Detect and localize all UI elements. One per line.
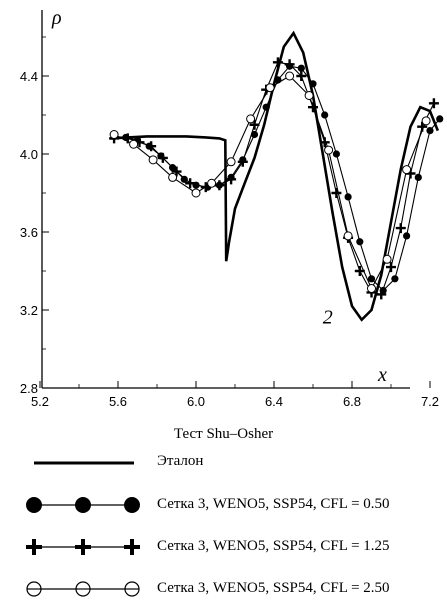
- x-tick-label: 7.2: [421, 394, 439, 409]
- data-point: [109, 130, 119, 139]
- data-point: [414, 173, 422, 181]
- data-point: [321, 111, 329, 119]
- series-line: [110, 30, 440, 322]
- x-tick-label: 6.8: [343, 394, 361, 409]
- data-point: [226, 157, 236, 167]
- data-point: [146, 141, 157, 152]
- x-tick-label: 5.6: [109, 394, 127, 409]
- series-4: [109, 71, 431, 294]
- data-point: [436, 115, 444, 123]
- data-point: [265, 83, 275, 93]
- data-point: [237, 156, 248, 167]
- data-point: [403, 232, 411, 240]
- x-tick-label: 6.4: [265, 394, 283, 409]
- chart-plot: 5.2 5.6 6.0 6.4 6.8 7.2 2.8 3.2 3.6 4.0 4.4 ρ x 2: [20, 7, 444, 409]
- axes: [39, 10, 431, 389]
- x-tick-label: 5.2: [31, 394, 49, 409]
- data-point: [171, 166, 182, 177]
- series-1: [110, 30, 440, 322]
- data-point: [214, 180, 225, 191]
- data-point: [428, 98, 439, 109]
- x-axis-label: x: [377, 364, 387, 386]
- labels: 5.2 5.6 6.0 6.4 6.8 7.2 2.8 3.2 3.6 4.0 4.4 ρ x 2: [20, 7, 439, 409]
- data-point: [157, 152, 168, 163]
- y-tick-label: 2.8: [20, 381, 38, 396]
- data-point: [391, 275, 399, 283]
- curve-annotation: 2: [323, 307, 333, 329]
- data-point: [324, 145, 334, 155]
- legend-item-cfl-050: Сетка 3, WENO5, SSP54, CFL = 0.50: [0, 490, 447, 520]
- data-point: [207, 178, 217, 188]
- data-point: [426, 127, 434, 135]
- legend-label-cfl-125: Сетка 3, WENO5, SSP54, CFL = 1.25: [157, 538, 390, 554]
- data-point: [262, 103, 270, 111]
- y-tick-label: 3.2: [20, 303, 38, 318]
- filled-circle-swatch-icon: [26, 497, 140, 513]
- y-tick-label: 4.4: [20, 69, 38, 84]
- data-point: [246, 114, 256, 124]
- data-point: [395, 223, 406, 234]
- plus-swatch-icon: [26, 539, 140, 555]
- data-point: [304, 91, 314, 100]
- series-group: [109, 30, 444, 322]
- data-point: [249, 119, 260, 130]
- x-tick-label: 6.0: [187, 394, 205, 409]
- open-circle-swatch-icon: [26, 581, 140, 597]
- y-axis-label: ρ: [51, 7, 62, 29]
- data-point: [367, 275, 376, 283]
- data-point: [285, 71, 295, 81]
- data-point: [180, 175, 188, 183]
- data-point: [272, 57, 283, 68]
- data-point: [367, 284, 376, 294]
- legend-label-reference: Эталон: [157, 453, 204, 469]
- data-point: [191, 188, 201, 198]
- data-point: [250, 130, 259, 139]
- legend-label-cfl-250: Сетка 3, WENO5, SSP54, CFL = 2.50: [157, 580, 390, 596]
- series-line: [114, 61, 435, 296]
- data-point: [332, 150, 340, 158]
- series-line: [113, 75, 427, 290]
- data-point: [382, 254, 392, 264]
- data-point: [376, 289, 387, 300]
- legend-label-cfl-050: Сетка 3, WENO5, SSP54, CFL = 0.50: [157, 496, 390, 512]
- thick-line-swatch-icon: [34, 461, 134, 465]
- data-point: [296, 71, 307, 81]
- data-point: [129, 139, 139, 149]
- y-tick-label: 4.0: [20, 147, 38, 162]
- data-point: [185, 178, 196, 189]
- data-point: [344, 193, 352, 201]
- data-point: [356, 238, 364, 246]
- data-point: [402, 165, 412, 175]
- legend-item-reference: Эталон: [0, 448, 447, 478]
- data-point: [331, 188, 342, 198]
- legend-item-cfl-250: Сетка 3, WENO5, SSP54, CFL = 2.50: [0, 574, 447, 604]
- data-point: [343, 231, 353, 241]
- data-point: [421, 116, 431, 126]
- data-point: [309, 80, 317, 88]
- data-point: [168, 172, 178, 182]
- chart-caption: Тест Shu–Osher: [173, 426, 274, 442]
- data-point: [297, 64, 305, 72]
- data-point: [226, 174, 237, 185]
- legend-item-cfl-125: Сетка 3, WENO5, SSP54, CFL = 1.25: [0, 532, 447, 562]
- data-point: [284, 59, 295, 70]
- y-tick-label: 3.6: [20, 225, 38, 240]
- data-point: [386, 262, 396, 273]
- data-point: [148, 155, 158, 165]
- legend: Эталон Сетка 3, WENO5, SSP54, CFL = 0.50…: [0, 448, 447, 605]
